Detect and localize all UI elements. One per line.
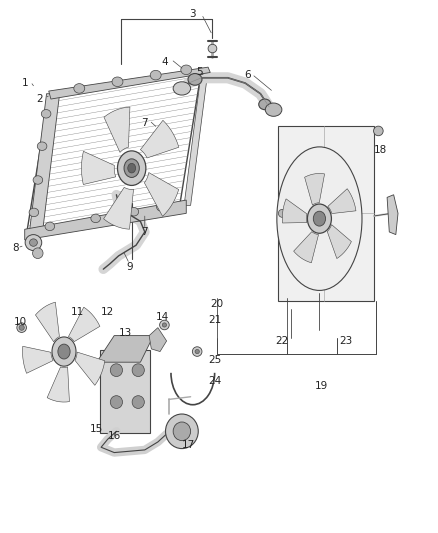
Ellipse shape xyxy=(17,323,26,333)
Polygon shape xyxy=(25,200,186,240)
Polygon shape xyxy=(68,307,100,342)
Polygon shape xyxy=(293,232,318,263)
Text: 11: 11 xyxy=(71,306,84,317)
Ellipse shape xyxy=(173,422,191,441)
Ellipse shape xyxy=(132,364,145,376)
Text: 21: 21 xyxy=(208,314,221,325)
Ellipse shape xyxy=(29,239,37,246)
Ellipse shape xyxy=(173,82,191,95)
Bar xyxy=(100,350,150,433)
Ellipse shape xyxy=(307,204,332,233)
Text: 14: 14 xyxy=(155,312,169,322)
Polygon shape xyxy=(104,107,130,152)
Text: 25: 25 xyxy=(208,354,221,365)
Ellipse shape xyxy=(41,110,51,118)
Polygon shape xyxy=(327,224,351,259)
Ellipse shape xyxy=(374,126,383,136)
Ellipse shape xyxy=(313,211,325,226)
Ellipse shape xyxy=(124,159,139,177)
Text: 2: 2 xyxy=(37,94,43,104)
Text: 13: 13 xyxy=(119,328,132,338)
Polygon shape xyxy=(97,336,153,362)
Text: 3: 3 xyxy=(190,9,196,19)
Ellipse shape xyxy=(91,214,100,223)
Polygon shape xyxy=(304,173,325,205)
Text: 1: 1 xyxy=(21,78,28,88)
Ellipse shape xyxy=(117,151,146,185)
Ellipse shape xyxy=(19,325,24,330)
Polygon shape xyxy=(22,346,53,373)
Text: 17: 17 xyxy=(182,440,195,450)
Text: 6: 6 xyxy=(244,70,251,80)
Polygon shape xyxy=(47,367,70,402)
Ellipse shape xyxy=(259,99,271,110)
Polygon shape xyxy=(35,302,60,342)
Ellipse shape xyxy=(74,84,85,93)
Polygon shape xyxy=(81,151,116,184)
Ellipse shape xyxy=(192,347,202,357)
Text: 10: 10 xyxy=(14,317,27,327)
Text: 15: 15 xyxy=(90,424,103,434)
Ellipse shape xyxy=(132,395,145,408)
Ellipse shape xyxy=(129,207,139,216)
Text: 7: 7 xyxy=(141,227,148,237)
Ellipse shape xyxy=(166,414,198,449)
Ellipse shape xyxy=(110,364,123,376)
Ellipse shape xyxy=(52,337,76,366)
Ellipse shape xyxy=(156,203,166,211)
Ellipse shape xyxy=(195,350,199,354)
Text: 16: 16 xyxy=(108,431,121,441)
Text: 7: 7 xyxy=(141,118,148,128)
Polygon shape xyxy=(387,195,398,235)
Ellipse shape xyxy=(162,323,166,327)
Ellipse shape xyxy=(128,164,136,173)
Polygon shape xyxy=(145,173,179,216)
Ellipse shape xyxy=(277,147,362,290)
Text: 8: 8 xyxy=(13,243,19,253)
Ellipse shape xyxy=(150,70,161,80)
Ellipse shape xyxy=(110,395,123,408)
Ellipse shape xyxy=(208,44,217,53)
Ellipse shape xyxy=(37,142,47,150)
Text: 20: 20 xyxy=(210,298,223,309)
Text: 9: 9 xyxy=(126,262,133,271)
Ellipse shape xyxy=(112,77,123,86)
Polygon shape xyxy=(149,328,166,352)
Ellipse shape xyxy=(265,103,282,116)
Ellipse shape xyxy=(25,235,42,251)
Text: 5: 5 xyxy=(196,68,203,77)
Polygon shape xyxy=(328,189,356,214)
Polygon shape xyxy=(184,70,208,205)
Polygon shape xyxy=(104,188,134,229)
Text: 18: 18 xyxy=(374,144,387,155)
Polygon shape xyxy=(283,199,307,223)
Bar xyxy=(278,126,374,301)
Ellipse shape xyxy=(33,176,42,184)
Ellipse shape xyxy=(181,65,192,75)
Text: 4: 4 xyxy=(161,57,168,67)
Ellipse shape xyxy=(159,320,169,330)
Text: 23: 23 xyxy=(339,336,352,346)
Ellipse shape xyxy=(279,209,286,217)
Text: 19: 19 xyxy=(315,381,328,391)
Polygon shape xyxy=(29,94,60,235)
Ellipse shape xyxy=(188,74,202,85)
Ellipse shape xyxy=(29,208,39,216)
Ellipse shape xyxy=(45,222,55,231)
Polygon shape xyxy=(75,352,105,385)
Ellipse shape xyxy=(153,188,171,201)
Text: 22: 22 xyxy=(276,336,289,346)
Ellipse shape xyxy=(58,344,70,359)
Ellipse shape xyxy=(32,248,43,259)
Polygon shape xyxy=(49,67,210,99)
Text: 24: 24 xyxy=(208,376,221,386)
Text: 12: 12 xyxy=(101,306,114,317)
Polygon shape xyxy=(141,120,179,158)
